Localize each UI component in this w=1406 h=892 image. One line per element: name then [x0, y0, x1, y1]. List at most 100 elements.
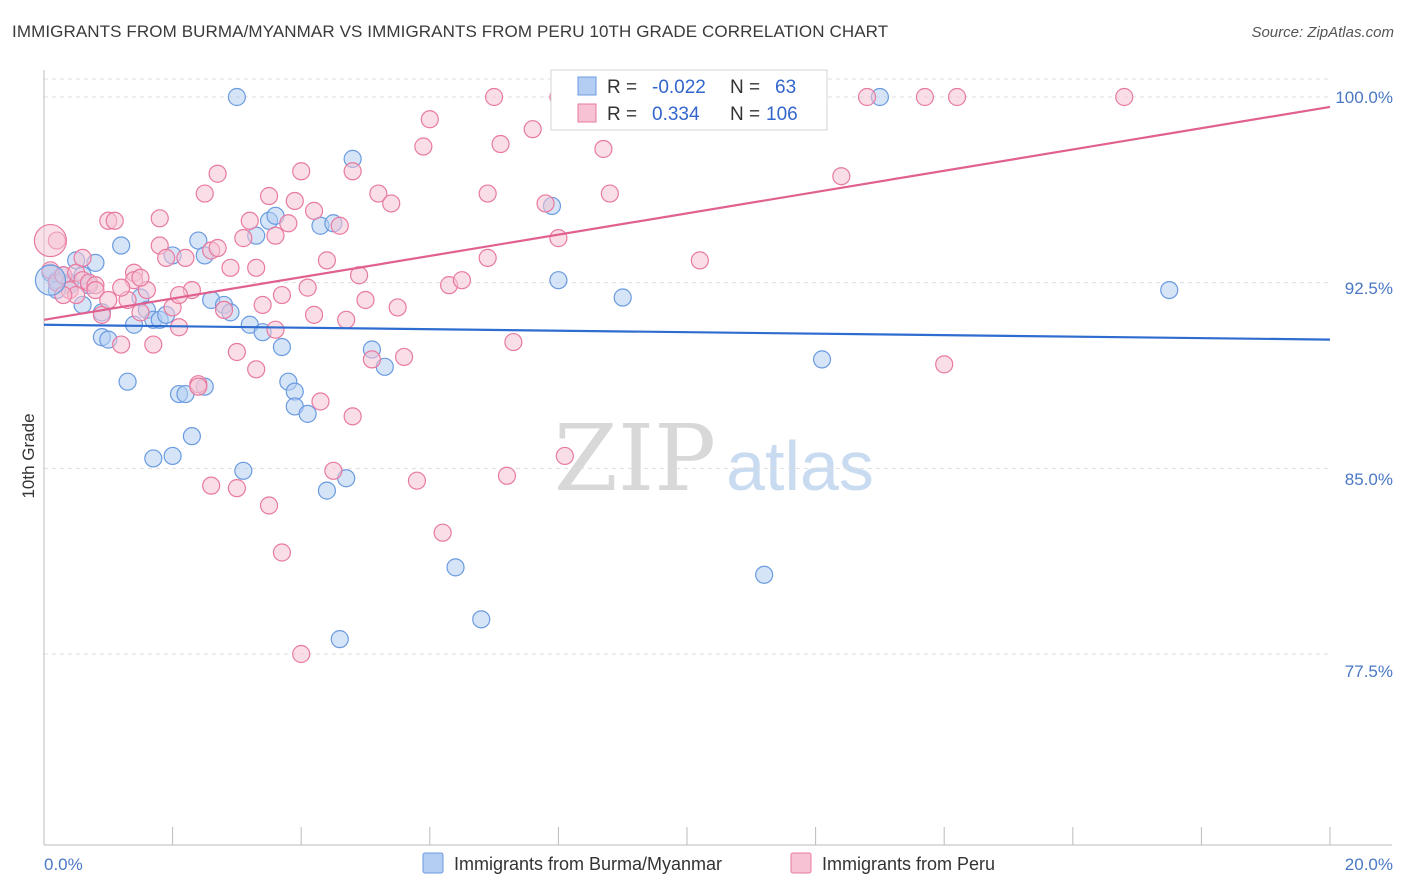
point-peru: [414, 137, 433, 156]
point-peru: [131, 303, 150, 322]
point-peru: [485, 87, 504, 107]
point-peru: [356, 290, 375, 310]
point-burma: [472, 610, 491, 629]
point-peru: [330, 216, 349, 235]
point-burma: [112, 236, 131, 255]
point-peru: [324, 461, 343, 480]
point-peru: [420, 110, 439, 129]
point-peru: [208, 164, 227, 183]
point-peru: [452, 271, 472, 290]
trend-lines: [43, 105, 1331, 341]
point-burma: [549, 271, 568, 290]
point-burma: [144, 449, 163, 468]
legend-r-value-peru: 0.334: [652, 104, 700, 125]
point-peru: [33, 223, 68, 258]
point-peru: [343, 162, 362, 181]
point-peru: [478, 184, 497, 203]
point-peru: [433, 523, 452, 542]
point-peru: [73, 248, 92, 268]
point-peru: [394, 347, 414, 367]
point-peru: [304, 305, 324, 324]
y-axis-title: 10th Grade: [19, 413, 38, 498]
point-peru: [176, 248, 195, 268]
point-peru: [382, 194, 401, 213]
x-tick-label-max: 20.0%: [1345, 855, 1393, 874]
point-peru: [279, 214, 298, 233]
point-burma: [755, 565, 774, 584]
y-tick-label: 77.5%: [1345, 662, 1393, 681]
point-peru: [523, 120, 542, 139]
point-burma: [234, 461, 253, 480]
point-burma: [317, 481, 337, 500]
point-peru: [536, 194, 555, 213]
y-tick-label: 100.0%: [1335, 88, 1393, 107]
point-peru: [227, 479, 246, 498]
point-peru: [105, 211, 124, 230]
source-label: Source: ZipAtlas.com: [1251, 24, 1394, 41]
point-peru: [259, 186, 279, 206]
point-burma: [182, 427, 201, 446]
point-burma: [330, 630, 349, 649]
point-peru: [388, 298, 407, 317]
point-peru: [1115, 87, 1134, 107]
gridlines: [44, 78, 1330, 655]
point-peru: [195, 184, 214, 203]
y-tick-label: 92.5%: [1345, 279, 1393, 298]
point-peru: [292, 644, 311, 664]
point-peru: [832, 167, 851, 186]
point-peru: [112, 335, 131, 354]
point-burma: [272, 337, 292, 357]
point-peru: [317, 251, 337, 270]
point-peru: [304, 201, 324, 220]
point-burma: [613, 288, 632, 307]
legend-r-label-burma: R =: [607, 77, 637, 98]
point-burma: [812, 350, 832, 369]
point-burma: [163, 446, 182, 466]
point-peru: [259, 496, 279, 515]
point-peru: [266, 320, 285, 339]
point-peru: [600, 184, 619, 203]
point-peru: [594, 139, 613, 159]
data-points: [33, 87, 1179, 664]
point-peru: [690, 251, 709, 270]
series-legend-label-peru: Immigrants from Peru: [822, 854, 995, 874]
point-peru: [227, 342, 246, 362]
point-peru: [407, 471, 427, 490]
point-peru: [240, 211, 259, 230]
point-burma: [446, 558, 465, 577]
point-peru: [189, 377, 208, 396]
point-peru: [99, 290, 118, 310]
point-peru: [247, 360, 266, 379]
series-legend-label-burma: Immigrants from Burma/Myanmar: [454, 854, 722, 874]
point-burma: [298, 404, 317, 423]
point-peru: [266, 226, 285, 245]
trend-line-burma: [43, 323, 1331, 341]
legend-n-label-peru: N =: [730, 104, 760, 125]
point-peru: [362, 350, 382, 369]
series-legend-swatch-burma: [422, 852, 444, 874]
point-peru: [150, 209, 169, 228]
point-peru: [478, 248, 497, 268]
point-peru: [169, 285, 189, 305]
point-peru: [144, 335, 163, 354]
legend-r-label-peru: R =: [607, 104, 637, 125]
legend-n-label-burma: N =: [730, 77, 760, 98]
point-peru: [234, 229, 253, 248]
point-peru: [857, 87, 877, 107]
point-burma: [227, 87, 246, 107]
legend-n-value-peru: 106: [766, 104, 798, 125]
point-peru: [285, 191, 304, 211]
legend-n-value-burma: 63: [775, 77, 796, 98]
point-peru: [935, 355, 954, 374]
stats-legend-box: [550, 69, 828, 131]
point-peru: [311, 392, 330, 411]
y-tick-label: 85.0%: [1345, 470, 1393, 489]
legend-r-value-burma: -0.022: [652, 77, 706, 98]
watermark-atlas: atlas: [726, 427, 874, 505]
point-peru: [292, 162, 311, 181]
point-peru: [504, 332, 523, 352]
stats-legend: R = -0.022 N = 63 R = 0.334 N = 106: [550, 69, 828, 131]
point-peru: [549, 229, 568, 248]
series-legend: Immigrants from Burma/Myanmar Immigrants…: [422, 852, 995, 874]
chart-title: IMMIGRANTS FROM BURMA/MYANMAR VS IMMIGRA…: [12, 22, 889, 41]
